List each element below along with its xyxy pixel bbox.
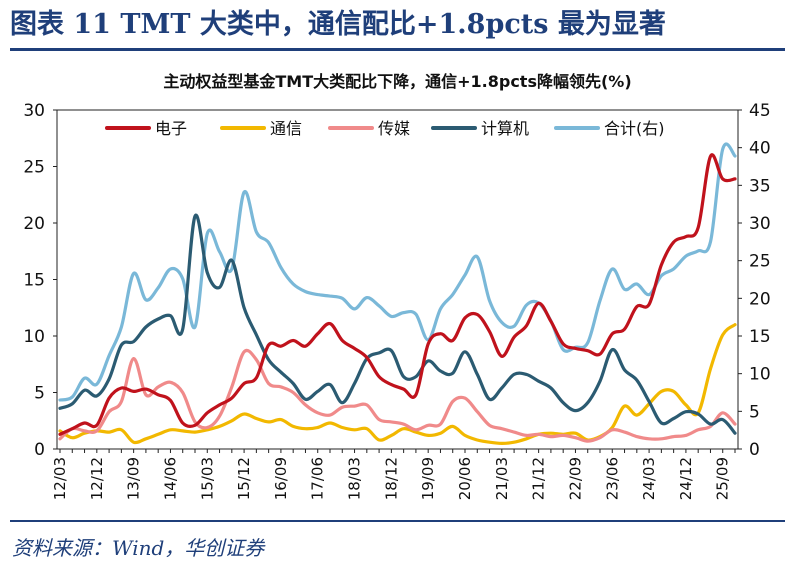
title-rule [10, 48, 785, 51]
left-axis-tick-label: 25 [23, 158, 45, 178]
x-axis-tick-label: 18/12 [382, 457, 400, 500]
right-axis-tick-label: 20 [749, 289, 771, 309]
series-line-electronics [58, 153, 737, 436]
right-axis-tick-label: 35 [749, 176, 771, 196]
x-axis-tick-label: 25/09 [714, 457, 732, 500]
series-line-total-right [58, 142, 737, 402]
series-line-telecom [58, 323, 737, 445]
x-axis-tick-label: 19/09 [419, 457, 437, 500]
left-axis-tick-label: 5 [34, 384, 45, 404]
left-axis-tick-label: 0 [34, 440, 45, 460]
plot-border [56, 109, 739, 450]
x-axis-tick-label: 12/03 [51, 457, 69, 500]
x-axis-tick-label: 15/12 [235, 457, 253, 500]
legend-label-electronics: 电子 [155, 119, 187, 138]
right-axis-tick-label: 10 [749, 365, 771, 385]
legend-label-total-right: 合计(右) [604, 119, 665, 138]
source-note: 资料来源：Wind，华创证券 [12, 536, 265, 560]
legend-label-media: 传媒 [378, 119, 410, 138]
right-axis-tick-label: 40 [749, 139, 771, 159]
plot-frame [56, 109, 739, 450]
x-axis-tick-label: 21/03 [493, 457, 511, 500]
chart-title: 主动权益型基金TMT大类配比下降，通信+1.8pcts降幅领先(%) [163, 72, 632, 91]
series-line-media [58, 348, 737, 443]
x-axis-tick-label: 18/03 [346, 457, 364, 500]
right-axis-tick-label: 45 [749, 101, 771, 121]
series-line-computer [58, 213, 737, 435]
x-axis-tick-label: 24/12 [677, 457, 695, 500]
x-axis-tick-label: 16/09 [272, 457, 290, 500]
right-axis-tick-label: 15 [749, 327, 771, 347]
legend: 电子 通信 传媒 计算机 合计(右) [105, 119, 665, 138]
left-axis-tick-label: 15 [23, 271, 45, 291]
left-axis-tick-label: 30 [23, 101, 45, 121]
x-axis-tick-label: 22/09 [566, 457, 584, 500]
x-axis-tick-label: 23/06 [603, 457, 621, 500]
x-axis-tick-label: 21/12 [530, 457, 548, 500]
figure-title: 图表 11 TMT 大类中，通信配比+1.8pcts 最为显著 [10, 9, 666, 40]
right-axis-tick-label: 25 [749, 252, 771, 272]
axes: 0 5 10 15 20 25 30 0 5 10 15 20 25 30 35 40 45 12/03 12/12… [23, 101, 770, 500]
legend-label-telecom: 通信 [270, 119, 302, 138]
x-axis-tick-label: 13/09 [125, 457, 143, 500]
x-axis-tick-label: 17/06 [309, 457, 327, 500]
source-rule [10, 520, 785, 522]
x-axis-tick-label: 14/06 [161, 457, 179, 500]
legend-label-computer: 计算机 [481, 119, 529, 138]
x-axis-tick-label: 15/03 [198, 457, 216, 500]
left-axis-tick-label: 20 [23, 214, 45, 234]
series-lines [58, 142, 737, 445]
x-axis-tick-label: 12/12 [88, 457, 106, 500]
right-axis-tick-label: 30 [749, 214, 771, 234]
x-axis-tick-label: 24/03 [640, 457, 658, 500]
left-axis-tick-label: 10 [23, 327, 45, 347]
x-axis-tick-label: 20/06 [456, 457, 474, 500]
right-axis-tick-label: 5 [749, 402, 760, 422]
right-axis-tick-label: 0 [749, 440, 760, 460]
